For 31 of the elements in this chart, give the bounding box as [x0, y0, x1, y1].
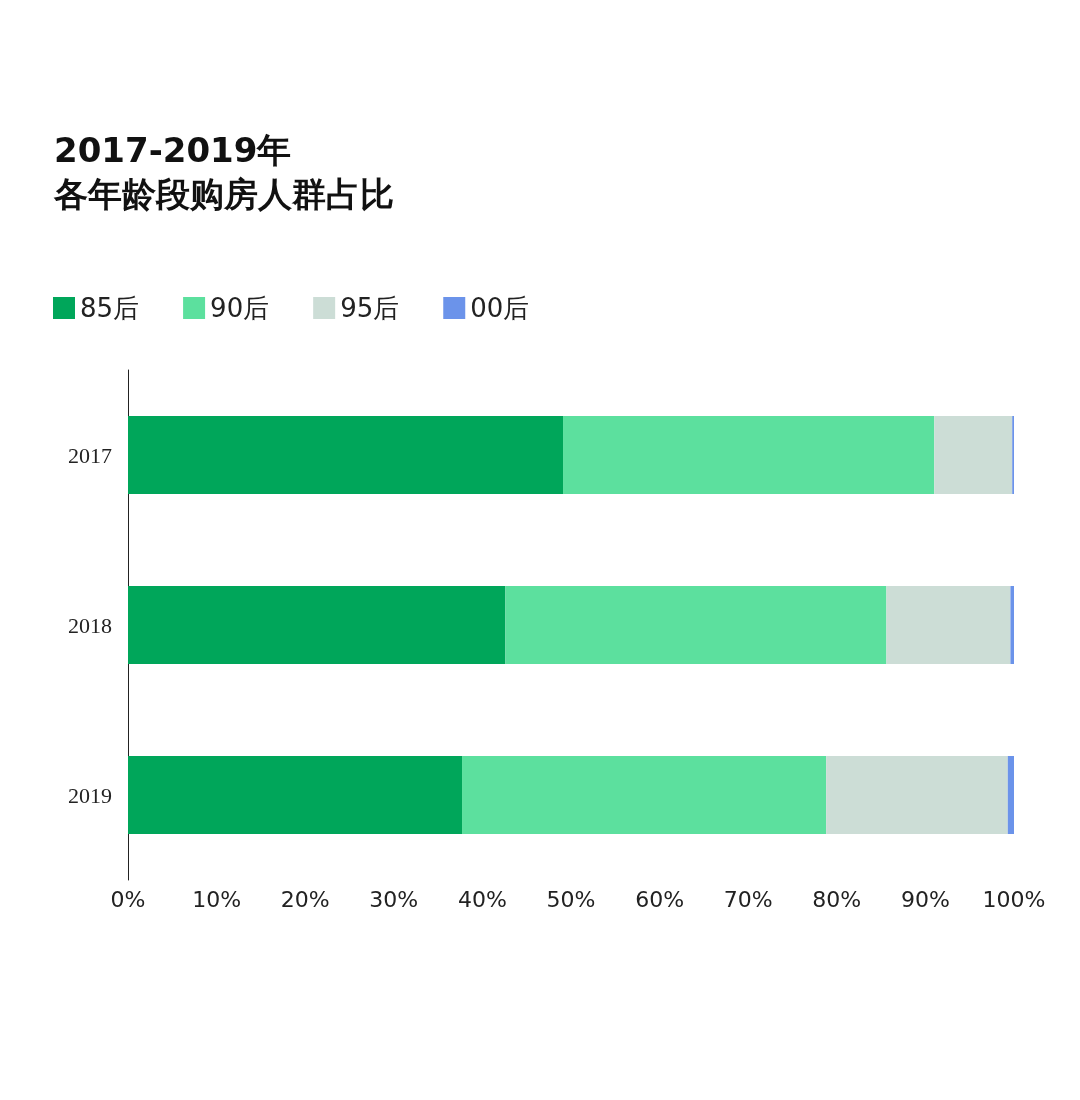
legend-label: 90后 [210, 293, 270, 323]
bar [462, 756, 827, 834]
x-tick-label: 70% [723, 886, 773, 912]
bar [826, 756, 1008, 834]
y-tick-label: 2018 [68, 612, 112, 638]
bar [128, 586, 506, 664]
legend-label: 00后 [470, 293, 530, 323]
x-tick-label: 30% [369, 886, 419, 912]
x-tick-label: 10% [192, 886, 242, 912]
legend-label: 95后 [340, 293, 400, 323]
legend-label: 85后 [80, 293, 140, 323]
bar [1010, 586, 1014, 664]
bar [934, 416, 1013, 494]
y-tick-label: 2019 [68, 782, 112, 808]
x-tick-label: 0% [110, 886, 146, 912]
x-tick-label: 80% [812, 886, 862, 912]
x-tick-label: 100% [982, 886, 1046, 912]
chart-title: 2017-2019年 [54, 130, 292, 170]
bar [128, 756, 463, 834]
bar [128, 416, 564, 494]
bar [563, 416, 935, 494]
bar [886, 586, 1011, 664]
chart-subtitle: 各年龄段购房人群占比 [54, 174, 394, 214]
x-tick-label: 40% [457, 886, 507, 912]
bar [1007, 756, 1014, 834]
y-tick-label: 2017 [68, 442, 112, 468]
x-tick-label: 90% [900, 886, 950, 912]
x-tick-label: 50% [546, 886, 596, 912]
x-tick-label: 20% [280, 886, 330, 912]
bar [505, 586, 887, 664]
x-tick-label: 60% [635, 886, 685, 912]
